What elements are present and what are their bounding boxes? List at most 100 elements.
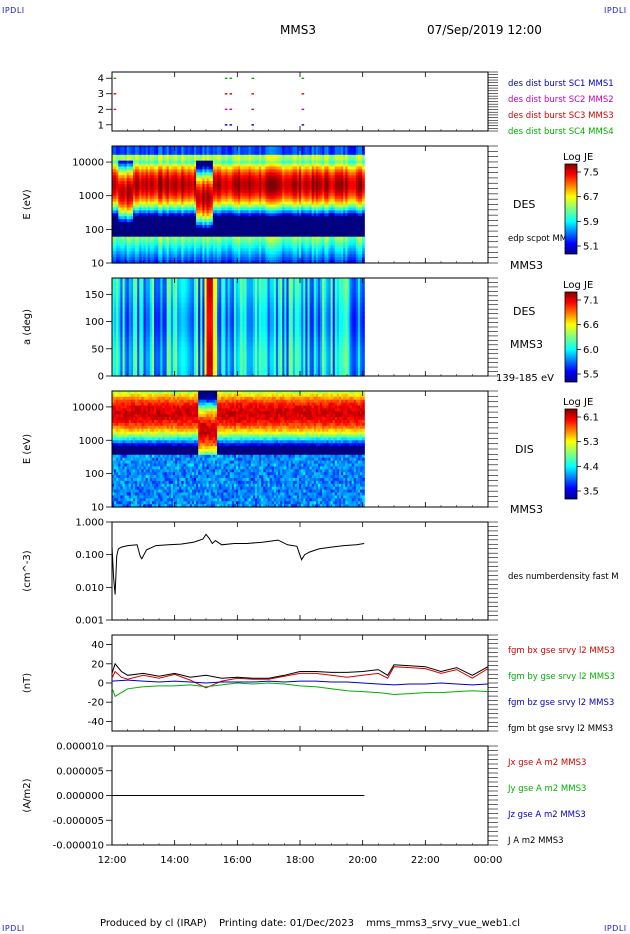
spectrogram-cell [164,254,168,258]
spectrogram-cell [254,160,258,165]
spectrogram-cell [149,224,153,229]
spectrogram-cell [240,160,243,165]
spectrogram-cell [238,207,241,211]
spectrogram-cell [147,169,151,173]
spectrogram-cell [116,148,119,153]
spectrogram-cell [172,178,176,182]
spectrogram-cell [181,154,185,159]
spectrogram-cell [112,236,115,241]
spectrogram-cell [231,151,235,156]
spectrogram-cell [269,169,273,173]
spectrogram-cell [206,239,210,244]
spectrogram-cell [248,245,252,249]
spectrogram-cell [210,181,214,185]
spectrogram-cell [236,233,239,238]
spectrogram-cell [128,201,132,206]
spectrogram-cell [227,181,231,185]
spectrogram-cell [212,169,216,173]
spectrogram-cell [288,148,292,153]
spectrogram-cell [141,157,145,162]
spectrogram-cell [116,222,119,226]
spectrogram-cell [303,178,306,182]
spectrogram-cell [225,163,229,168]
spectrogram-cell [238,192,241,197]
spectrogram-cell [139,257,143,261]
spectrogram-cell [172,175,176,179]
spectrogram-cell [183,239,187,244]
spectrogram-cell [204,222,208,226]
spectrogram-cell [275,242,279,247]
spectrogram-cell [278,172,281,176]
spectrogram-cell [124,230,128,235]
spectrogram-cell [278,175,281,179]
spectrogram-cell [284,189,288,194]
spectrogram-cell [147,192,151,197]
spectrogram-cell [166,166,170,170]
spectrogram-cell [261,166,264,170]
spectrogram-cell [206,227,210,232]
spectrogram-cell [299,186,302,191]
spectrogram-cell [198,146,201,150]
spectrogram-cell [143,207,147,211]
spectrogram-cell [200,248,203,252]
spectrogram-cell [196,201,199,206]
spectrogram-cell [250,195,254,200]
spectrogram-cell [172,207,176,211]
spectrogram-cell [154,216,157,220]
spectrogram-cell [250,181,254,185]
spectrogram-cell [309,160,313,165]
spectrogram-cell [130,236,134,241]
spectrogram-cell [166,219,170,223]
spectrogram-cell [158,233,161,238]
spectrogram-cell [191,195,195,200]
spectrogram-cell [246,213,250,217]
spectrogram-cell [301,248,304,252]
spectrogram-cell [137,210,140,214]
spectrogram-cell [254,201,258,206]
spectrogram-cell [288,227,292,232]
spectrogram-cell [137,236,140,241]
spectrogram-cell [233,219,237,223]
spectrogram-cell [202,245,206,249]
spectrogram-cell [299,210,302,214]
spectrogram-cell [280,239,283,244]
spectrogram-cell [240,239,243,244]
spectrogram-cell [193,242,197,247]
spectrogram-cell [179,166,182,170]
spectrogram-cell [166,163,170,168]
spectrogram-cell [294,157,298,162]
spectrogram-cell [278,151,281,156]
spectrogram-cell [217,195,220,200]
spectrogram-cell [269,154,273,159]
spectrogram-cell [143,210,147,214]
spectrogram-cell [160,224,164,229]
spectrogram-cell [151,184,155,188]
spectrogram-cell [166,207,170,211]
spectrogram-cell [267,219,271,223]
spectrogram-cell [112,257,115,261]
spectrogram-cell [212,201,216,206]
spectrogram-cell [118,204,122,209]
spectrogram-cell [164,175,168,179]
spectrogram-cell [179,213,182,217]
spectrogram-cell [137,201,140,206]
spectrogram-cell [141,184,145,188]
spectrogram-cell [185,260,189,264]
spectrogram-cell [156,148,159,153]
spectrogram-cell [219,154,222,159]
spectrogram-cell [141,260,145,264]
spectrogram-cell [185,160,189,165]
spectrogram-cell [261,236,264,241]
spectrogram-cell [200,257,203,261]
spectrogram-cell [305,192,309,197]
spectrogram-cell [149,151,153,156]
spectrogram-cell [133,210,136,214]
spectrogram-cell [250,260,254,264]
spectrogram-cell [273,213,277,217]
spectrogram-cell [141,181,145,185]
spectrogram-cell [179,233,182,238]
spectrogram-cell [147,163,151,168]
spectrogram-cell [240,230,243,235]
spectrogram-cell [130,184,134,188]
